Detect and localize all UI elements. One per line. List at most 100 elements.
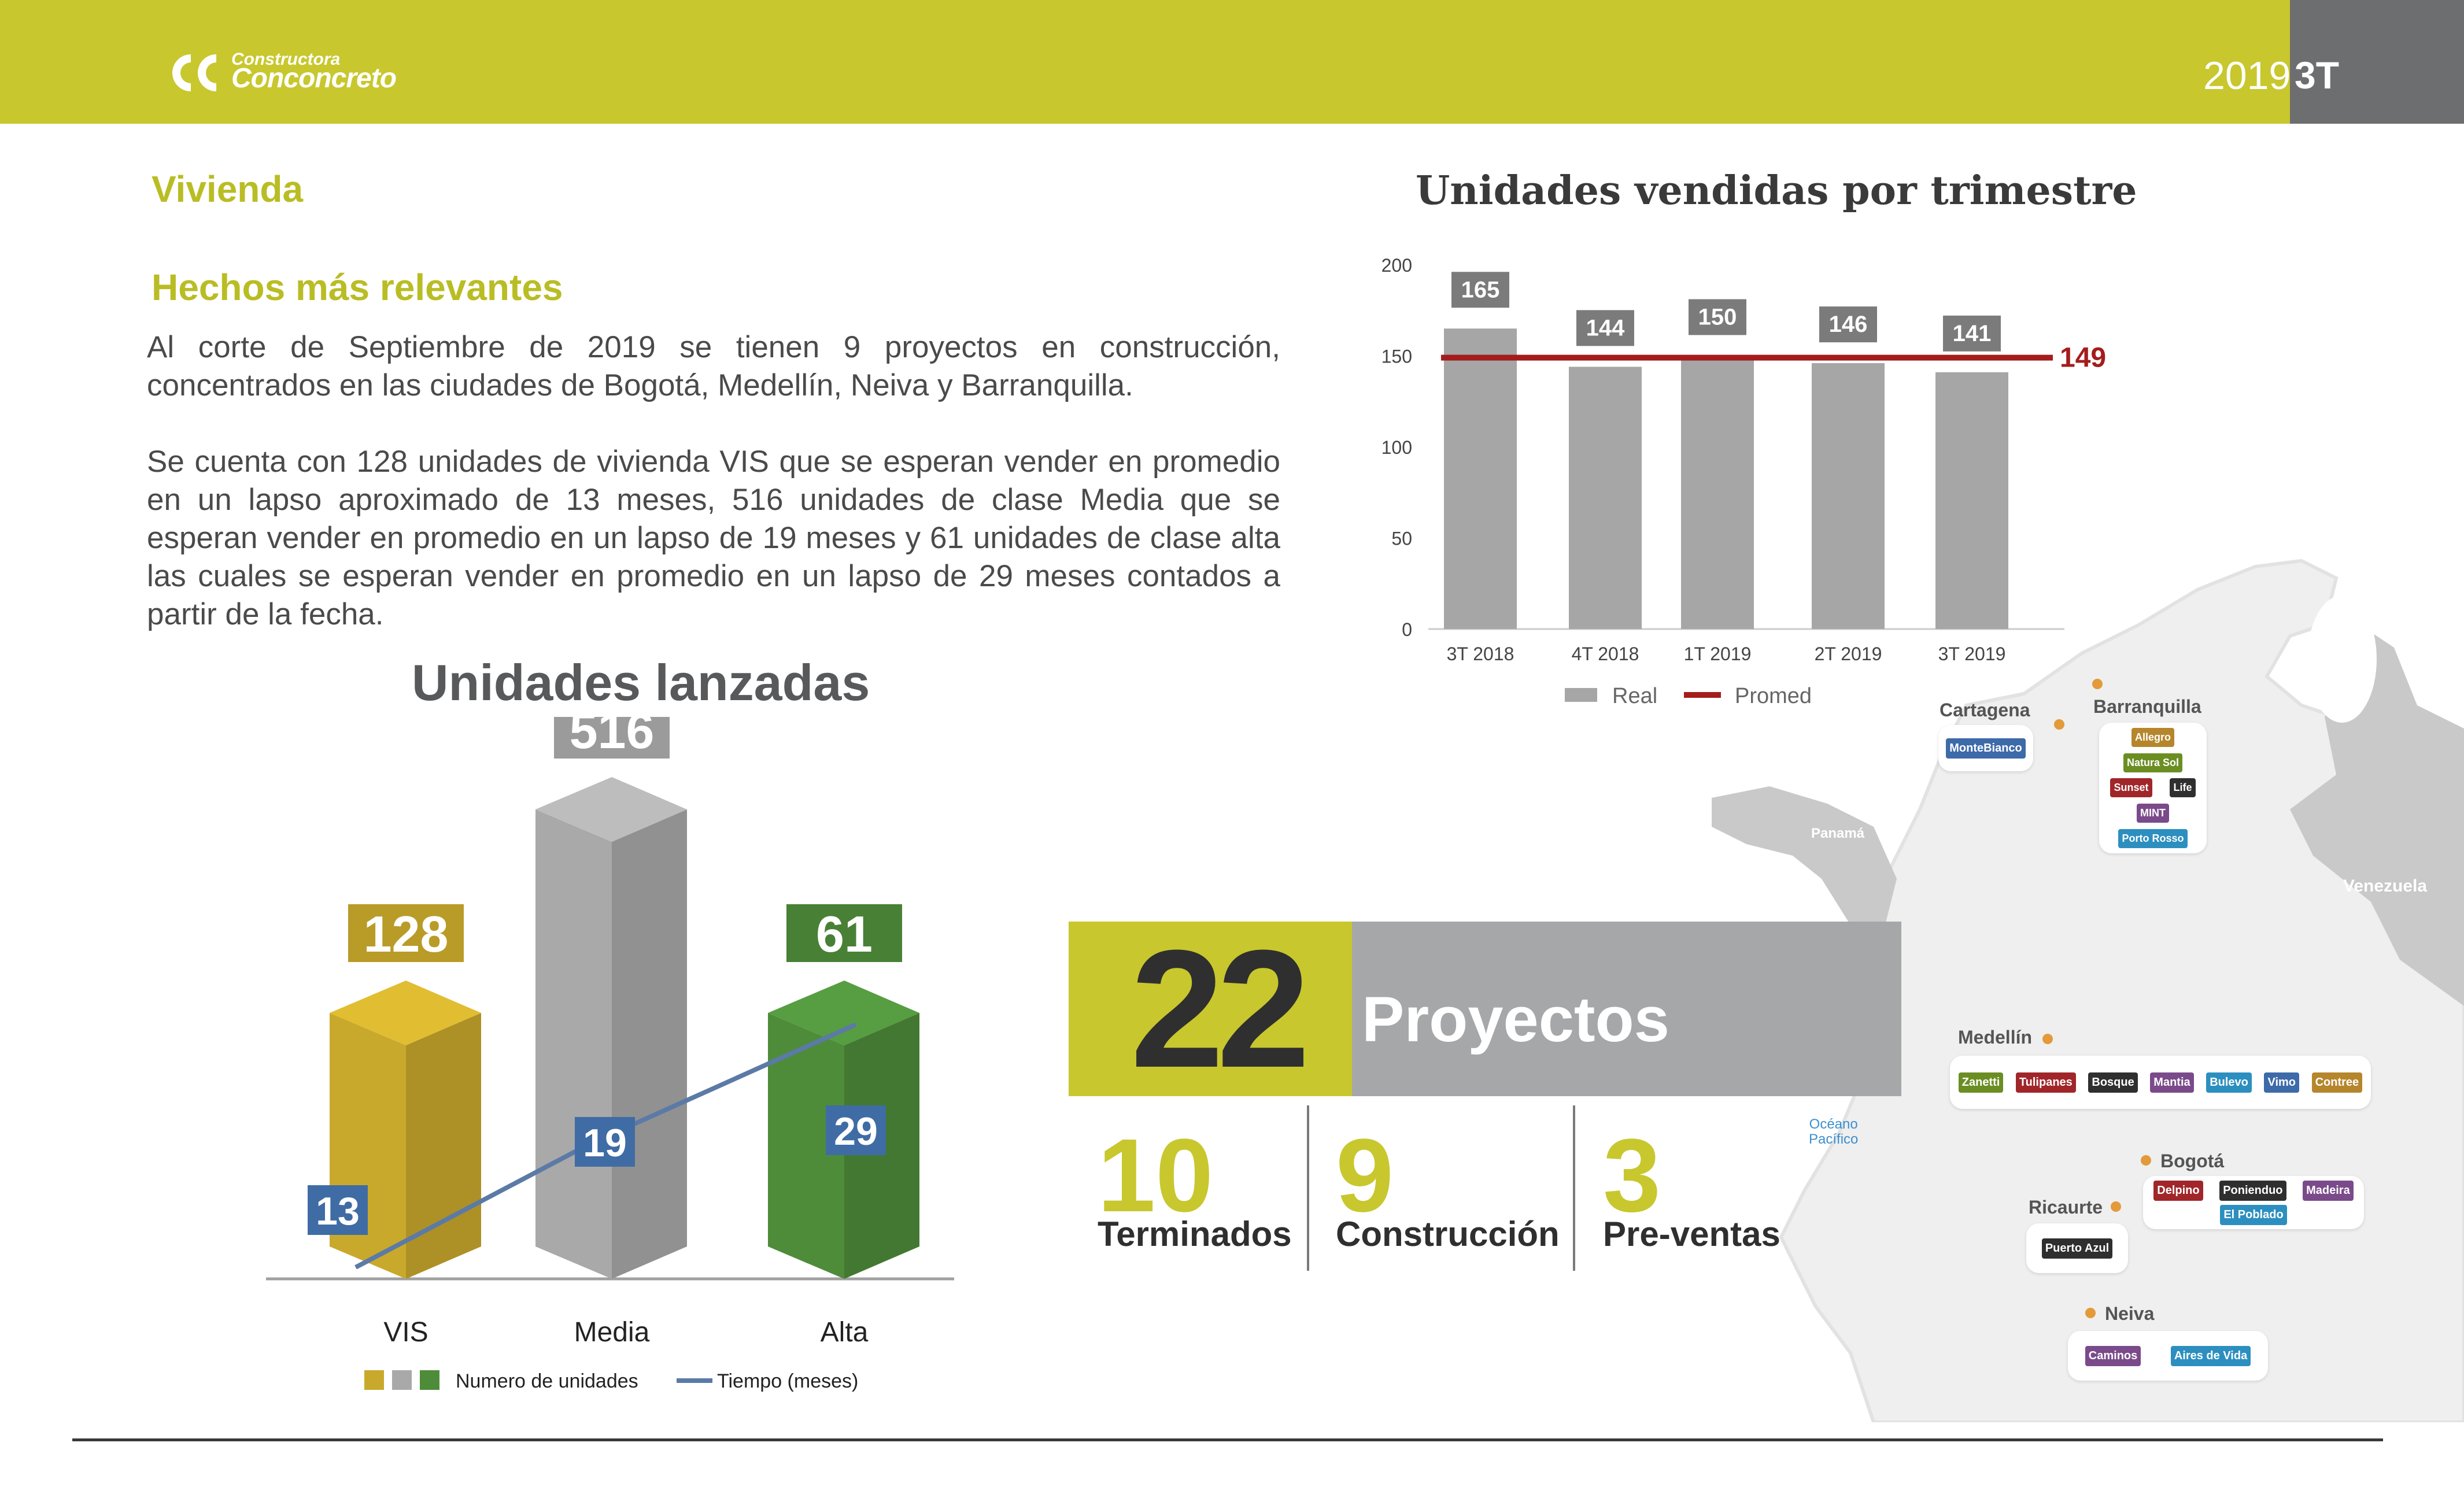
project-logo: Zanetti — [1958, 1072, 2004, 1093]
launched-value-label-bg — [348, 904, 464, 962]
time-label-bg — [575, 1117, 635, 1167]
launched-bar-front — [535, 809, 612, 1279]
header-quarter-block — [2290, 0, 2464, 124]
legend-time-label: Tiempo (meses) — [717, 1370, 858, 1392]
header-quarter: 3T — [2295, 54, 2340, 97]
stat-presale-label: Pre-ventas — [1603, 1215, 1780, 1253]
project-logo: Puerto Azul — [2041, 1238, 2113, 1259]
time-label-bg — [826, 1105, 886, 1155]
stat-finished-label: Terminados — [1098, 1215, 1292, 1253]
footer-divider — [72, 1438, 2383, 1441]
launched-bar-top — [768, 981, 919, 1045]
project-logo: MonteBianco — [1946, 738, 2026, 759]
sold-bar — [1444, 328, 1517, 629]
project-logo: MINT — [2137, 804, 2169, 823]
sold-xtick-label: 3T 2018 — [1447, 643, 1514, 664]
sold-data-label-bg — [1451, 272, 1509, 308]
sold-ytick-label: 0 — [1402, 619, 1412, 640]
sold-ytick-label: 50 — [1391, 528, 1412, 549]
stat-finished-value: 10 — [1098, 1118, 1214, 1234]
project-logo: Porto Rosso — [2118, 828, 2188, 848]
launched-value-label: 128 — [364, 905, 449, 963]
sold-data-label-bg — [1819, 306, 1877, 343]
sold-bar — [1681, 356, 1754, 629]
city-cartagena: Cartagena — [1940, 700, 2030, 720]
project-logo: Natura Sol — [2123, 753, 2183, 772]
project-logo: Life — [2170, 778, 2196, 798]
brand-line2: Conconcreto — [231, 63, 397, 94]
logo-card-ricaurte: Puerto Azul — [2026, 1223, 2128, 1273]
time-label: 19 — [583, 1121, 627, 1165]
section-title: Vivienda — [152, 168, 304, 210]
city-dot-neiva — [2085, 1308, 2096, 1318]
city-ricaurte: Ricaurte — [2029, 1197, 2103, 1218]
legend-avg-label: Promed — [1735, 684, 1812, 708]
logo-card-medellin: Zanetti Tulipanes Bosque Mantia Bulevo Vimo Co… — [1950, 1056, 2371, 1109]
launched-value-label: 61 — [816, 905, 873, 963]
launched-bar-front — [768, 1013, 844, 1279]
sold-ytick-label: 200 — [1381, 255, 1412, 276]
sold-chart-title: Unidades vendidas por trimestre — [1416, 168, 2137, 214]
sold-bar — [1569, 367, 1642, 629]
sold-ytick-label: 100 — [1381, 437, 1412, 458]
launched-category-label: Media — [574, 1317, 650, 1348]
sold-average-label: 149 — [2060, 343, 2106, 373]
project-logo: Tulipanes — [2015, 1072, 2076, 1093]
total-projects-label: Proyectos — [1362, 984, 1669, 1055]
legend-units-swatch — [420, 1370, 439, 1390]
city-dot-cartagena — [2054, 719, 2064, 730]
time-label-bg — [308, 1185, 368, 1235]
project-logo: Vimo — [2264, 1072, 2300, 1093]
paragraph-1: Al corte de Septiembre de 2019 se tienen… — [147, 330, 1280, 402]
sold-data-label: 144 — [1586, 315, 1625, 341]
project-logo: Ponienduo — [2219, 1180, 2286, 1201]
stat-presale-value: 3 — [1603, 1118, 1661, 1234]
sold-xtick-label: 1T 2019 — [1684, 643, 1752, 664]
city-dot-ricaurte — [2111, 1201, 2121, 1212]
project-logo: Caminos — [2085, 1345, 2141, 1366]
sold-ytick-label: 150 — [1381, 346, 1412, 367]
ocean-line2: Pacífico — [1809, 1131, 1859, 1147]
sold-xtick-label: 3T 2019 — [1938, 643, 2006, 664]
launched-category-label: Alta — [821, 1317, 869, 1348]
sold-data-label: 146 — [1829, 312, 1868, 337]
sold-bar — [1935, 372, 2008, 629]
launched-bar-top — [535, 777, 687, 842]
sold-data-label-bg — [1943, 315, 2001, 352]
sold-bar — [1812, 363, 1885, 629]
stat-divider-2 — [1573, 1105, 1575, 1271]
city-bogota: Bogotá — [2160, 1151, 2225, 1171]
legend-units-swatch — [364, 1370, 384, 1390]
header-year: 2019 — [2203, 54, 2291, 98]
label-ocean: Océano Pacífico — [1809, 1117, 1858, 1147]
sold-data-label: 165 — [1461, 277, 1500, 302]
sold-data-label-bg — [1689, 299, 1746, 335]
city-neiva: Neiva — [2105, 1303, 2155, 1324]
paragraph-2: Se cuenta con 128 unidades de vivienda V… — [147, 445, 1280, 631]
time-label: 29 — [834, 1109, 878, 1153]
city-dot-barranquilla — [2092, 679, 2103, 689]
stat-construction-label: Construcción — [1336, 1215, 1560, 1253]
sold-data-label: 141 — [1953, 321, 1992, 346]
brand-line1: Constructora — [231, 50, 341, 69]
stat-divider-1 — [1307, 1105, 1309, 1271]
launched-bar-side — [612, 809, 687, 1279]
ocean-line1: Océano — [1809, 1116, 1858, 1132]
header-bar — [0, 0, 2290, 124]
city-barranquilla: Barranquilla — [2093, 696, 2201, 717]
brand-logo-icon — [172, 54, 216, 91]
project-logo: Contree — [2311, 1072, 2363, 1093]
sold-data-label: 150 — [1698, 305, 1737, 330]
project-logo: Bosque — [2088, 1072, 2138, 1093]
launched-chart: 128 VIS 516 Media 61 Alta 13 19 29 Numero de unid… — [266, 717, 954, 1392]
project-logo: Mantia — [2150, 1072, 2194, 1093]
launched-value-label: 516 — [570, 717, 655, 759]
subsection-title: Hechos más relevantes — [152, 267, 563, 308]
city-dot-medellin — [2042, 1034, 2053, 1044]
legend-real-label: Real — [1612, 684, 1657, 708]
project-logo: Allegro — [2131, 728, 2174, 748]
project-logo: Sunset — [2110, 778, 2152, 798]
city-dot-bogota — [2141, 1155, 2151, 1166]
projects-label-bar — [1352, 922, 1901, 1096]
project-logo: Madeira — [2303, 1180, 2354, 1201]
